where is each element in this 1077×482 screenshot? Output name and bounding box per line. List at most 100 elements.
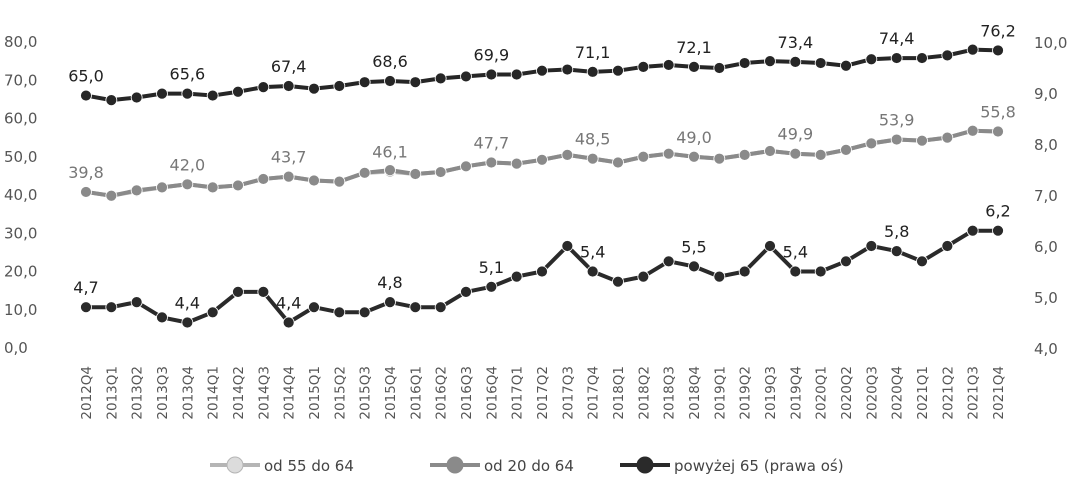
data-label-series-4: 69,9: [474, 46, 510, 65]
data-point-powy-ej-65-prawa-o: [561, 240, 574, 252]
data-point-series-4: [485, 68, 498, 81]
data-label-od-55-do-64: 49,0: [676, 128, 712, 147]
data-point-powy-ej-65-prawa-o: [966, 224, 979, 237]
legend-item-powy-ej-65-prawa-o: powyżej 65 (prawa oś): [620, 456, 844, 475]
x-axis: 2012Q4 2013Q1 2013Q2 2013Q3 2013Q4 2014Q1 2014…: [79, 366, 1007, 420]
data-point-od-20-do-64: [105, 189, 118, 202]
right-tick-label: 5,0: [1034, 289, 1058, 307]
data-point-series-4: [890, 52, 903, 64]
data-point-powy-ej-65-prawa-o: [282, 316, 295, 329]
data-point-od-20-do-64: [941, 131, 954, 144]
data-point-series-4: [232, 85, 244, 98]
data-point-od-20-do-64: [612, 156, 624, 169]
data-point-powy-ej-65-prawa-o: [814, 265, 827, 278]
data-point-series-4: [814, 57, 827, 69]
data-label-series-4: 76,2: [980, 21, 1016, 40]
data-point-powy-ej-65-prawa-o: [80, 301, 92, 314]
data-label-od-55-do-64: 48,5: [575, 130, 611, 149]
left-tick-label: 20,0: [4, 263, 37, 281]
x-tick-label: 2020Q2: [839, 366, 855, 420]
x-tick-label: 2015Q4: [383, 366, 399, 420]
data-point-od-20-do-64: [814, 148, 827, 161]
data-label-od-55-do-64: 43,7: [271, 148, 307, 167]
x-tick-label: 2017Q2: [535, 366, 551, 420]
data-point-powy-ej-65-prawa-o: [485, 280, 498, 293]
left-tick-label: 80,0: [4, 33, 37, 51]
right-tick-label: 4,0: [1034, 340, 1058, 358]
data-point-od-20-do-64: [966, 124, 979, 137]
right-tick-label: 10,0: [1034, 34, 1067, 52]
data-point-od-20-do-64: [130, 184, 143, 197]
data-point-series-4: [206, 89, 219, 102]
data-point-powy-ej-65-prawa-o: [662, 255, 675, 268]
x-tick-label: 2018Q4: [687, 366, 703, 420]
data-label-series-4: 72,1: [676, 38, 712, 57]
series-series-4: [80, 43, 1004, 107]
data-point-powy-ej-65-prawa-o: [764, 240, 776, 252]
x-tick-label: 2016Q4: [484, 366, 500, 420]
data-point-powy-ej-65-prawa-o: [206, 306, 219, 319]
data-point-od-20-do-64: [536, 153, 548, 166]
data-label-series-4: 65,0: [68, 67, 104, 86]
data-point-powy-ej-65-prawa-o: [130, 296, 143, 309]
data-point-powy-ej-65-prawa-o: [434, 301, 447, 314]
x-tick-label: 2016Q3: [459, 366, 475, 420]
data-label-series-4: 67,4: [271, 57, 307, 76]
left-axis: 0,0 10,0 20,0 30,0 40,0 50,0 60,0 70,0 80,0: [4, 33, 37, 357]
data-point-series-4: [586, 65, 599, 78]
data-point-powy-ej-65-prawa-o: [156, 311, 168, 324]
data-label-powy-ej-65-prawa-o: 5,5: [681, 237, 706, 256]
data-point-od-20-do-64: [738, 148, 751, 161]
x-tick-label: 2019Q1: [712, 366, 728, 420]
data-label-powy-ej-65-prawa-o: 5,8: [884, 222, 909, 241]
data-point-od-20-do-64: [789, 147, 802, 160]
data-label-powy-ej-65-prawa-o: 4,4: [175, 294, 200, 313]
x-tick-label: 2013Q3: [155, 366, 171, 420]
data-point-series-4: [738, 57, 751, 69]
x-tick-label: 2017Q4: [586, 366, 602, 420]
x-tick-label: 2014Q4: [282, 366, 298, 420]
data-point-powy-ej-65-prawa-o: [232, 285, 244, 298]
left-tick-label: 40,0: [4, 186, 37, 204]
data-point-powy-ej-65-prawa-o: [865, 240, 878, 252]
data-point-powy-ej-65-prawa-o: [612, 275, 624, 288]
data-point-series-4: [992, 44, 1004, 57]
data-point-od-20-do-64: [156, 181, 168, 194]
data-point-powy-ej-65-prawa-o: [510, 270, 523, 283]
data-point-od-20-do-64: [764, 145, 776, 157]
data-point-powy-ej-65-prawa-o: [409, 301, 422, 314]
data-point-series-4: [156, 87, 168, 100]
legend-item-od-20-do-64: od 20 do 64: [430, 456, 574, 475]
x-tick-label: 2021Q4: [991, 366, 1007, 420]
data-point-series-4: [80, 89, 92, 102]
x-tick-label: 2021Q2: [940, 366, 956, 420]
left-tick-label: 30,0: [4, 224, 37, 242]
data-point-powy-ej-65-prawa-o: [586, 265, 599, 278]
data-label-od-55-do-64: 47,7: [474, 133, 510, 152]
data-point-powy-ej-65-prawa-o: [941, 240, 954, 252]
data-label-od-55-do-64: 49,9: [778, 125, 814, 144]
x-tick-label: 2016Q2: [434, 366, 450, 420]
right-axis: 4,0 5,0 6,0 7,0 8,0 9,0 10,0: [1034, 34, 1067, 358]
x-tick-label: 2014Q2: [231, 366, 247, 420]
data-point-od-20-do-64: [688, 150, 700, 163]
x-tick-label: 2019Q2: [738, 366, 754, 420]
x-tick-label: 2015Q3: [358, 366, 374, 420]
data-point-series-4: [384, 75, 396, 87]
right-tick-label: 6,0: [1034, 238, 1058, 256]
legend-swatch-marker: [446, 456, 464, 474]
data-label-od-55-do-64: 53,9: [879, 111, 915, 130]
data-point-powy-ej-65-prawa-o: [890, 245, 903, 258]
data-point-series-4: [561, 63, 574, 76]
data-point-od-20-do-64: [992, 125, 1004, 138]
x-tick-label: 2017Q1: [510, 366, 526, 420]
x-tick-label: 2018Q1: [611, 366, 627, 420]
left-tick-label: 50,0: [4, 148, 37, 166]
data-point-series-4: [764, 55, 776, 68]
data-point-od-20-do-64: [206, 181, 219, 194]
x-tick-label: 2013Q1: [104, 366, 120, 420]
x-tick-label: 2021Q1: [915, 366, 931, 420]
x-tick-label: 2020Q4: [890, 366, 906, 420]
data-point-powy-ej-65-prawa-o: [637, 270, 650, 283]
